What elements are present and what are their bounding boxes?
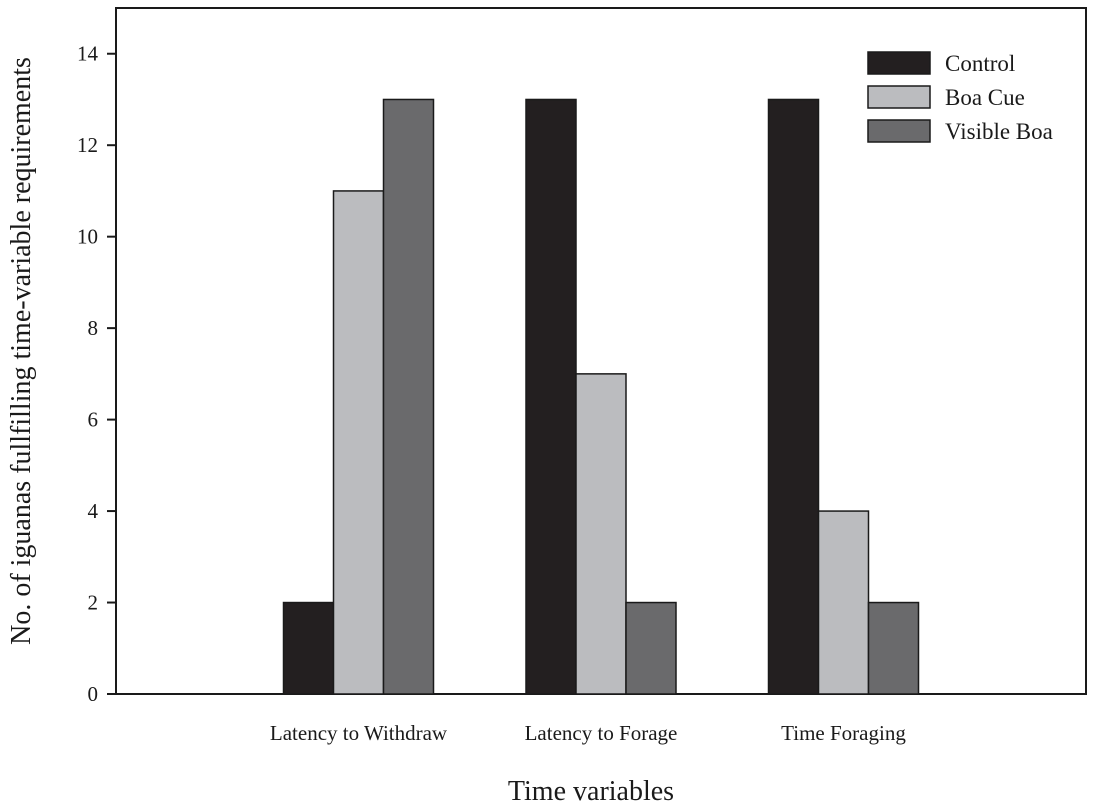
x-tick-label: Latency to Forage — [525, 721, 678, 745]
y-tick-label: 12 — [77, 133, 98, 157]
y-tick-label: 2 — [88, 591, 99, 615]
legend-label-visible-boa: Visible Boa — [945, 119, 1053, 144]
y-tick-label: 4 — [88, 499, 99, 523]
x-tick-label: Time Foraging — [781, 721, 906, 745]
bar-boa-cue-2 — [575, 373, 627, 695]
x-tick-label: Latency to Withdraw — [270, 721, 448, 745]
x-axis-ticks: Latency to Withdraw Latency to Forage Time… — [270, 721, 906, 745]
legend-label-boa-cue: Boa Cue — [945, 85, 1025, 110]
y-axis-title: No. of iguanas fullfilling time-variable… — [6, 57, 37, 645]
bar-visible-boa-1 — [382, 98, 435, 695]
bar-control-3 — [767, 98, 820, 695]
y-tick-label: 10 — [77, 225, 98, 249]
bar-control-1 — [282, 601, 335, 695]
bar-visible-boa-3 — [867, 601, 920, 695]
y-axis-ticks: 0 2 4 6 8 10 12 14 — [77, 42, 116, 706]
bar-boa-cue-1 — [332, 190, 385, 695]
y-tick-label: 6 — [88, 408, 99, 432]
legend-swatch-control — [867, 51, 931, 75]
legend: Control Boa Cue Visible Boa — [867, 51, 1053, 144]
y-tick-label: 0 — [88, 682, 99, 706]
y-tick-label: 14 — [77, 42, 99, 66]
y-tick-label: 8 — [88, 316, 99, 340]
bar-boa-cue-3 — [817, 510, 870, 695]
legend-label-control: Control — [945, 51, 1015, 76]
legend-swatch-visible-boa — [867, 119, 931, 143]
x-axis-title: Time variables — [508, 776, 674, 806]
bar-visible-boa-2 — [625, 601, 677, 695]
bar-control-2 — [525, 98, 577, 695]
legend-swatch-boa-cue — [867, 85, 931, 109]
bars — [282, 98, 920, 695]
